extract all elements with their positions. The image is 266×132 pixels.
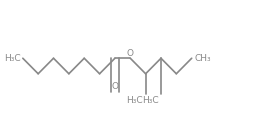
- Text: O: O: [127, 49, 134, 58]
- Text: H₃C: H₃C: [4, 54, 20, 63]
- Text: H₃C: H₃C: [126, 96, 143, 105]
- Text: H₃C: H₃C: [142, 96, 159, 105]
- Text: CH₃: CH₃: [194, 54, 211, 63]
- Text: O: O: [111, 82, 118, 91]
